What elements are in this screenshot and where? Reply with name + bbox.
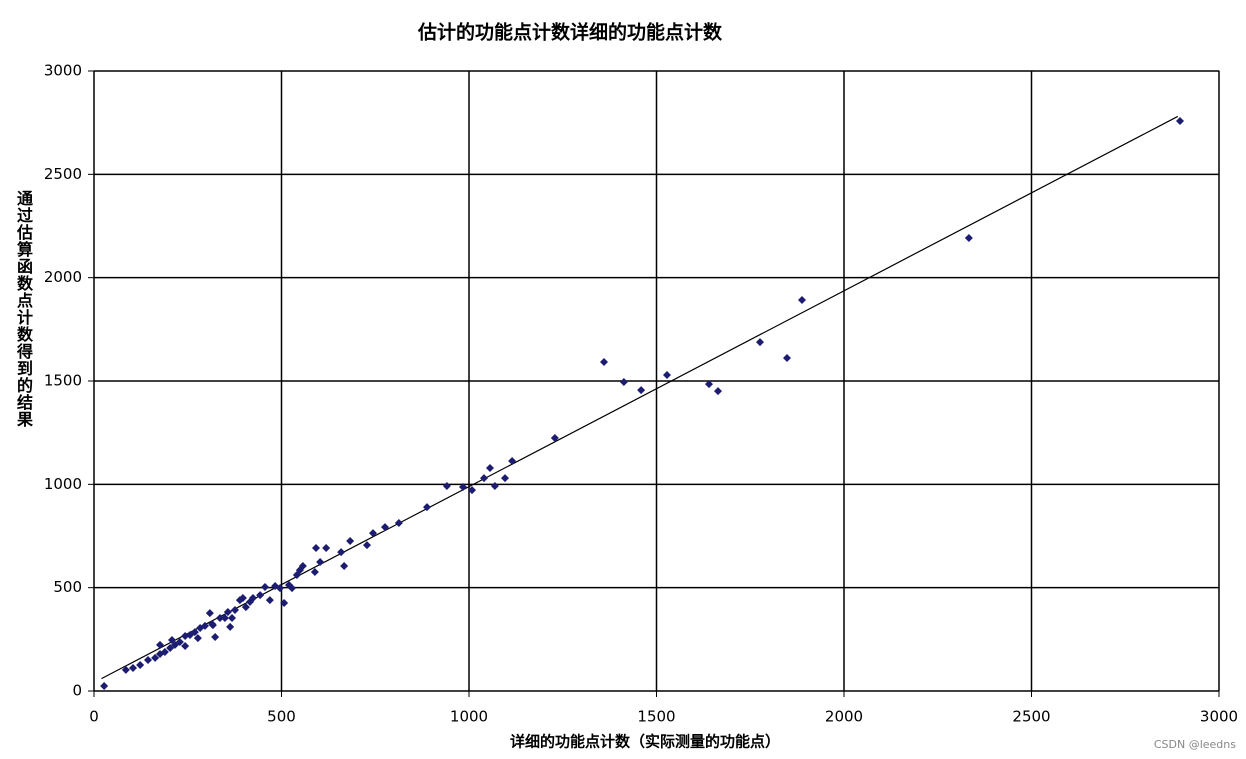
point xyxy=(121,665,130,674)
point xyxy=(600,357,608,366)
point xyxy=(337,548,346,557)
point xyxy=(193,634,202,643)
point xyxy=(459,483,467,492)
point xyxy=(468,486,476,495)
point xyxy=(619,378,628,387)
y-tick-label: 1000 xyxy=(44,475,82,493)
point xyxy=(442,481,451,490)
y-tick-label: 1500 xyxy=(44,372,82,390)
x-axis-label: 详细的功能点计数（实际测量的功能点） xyxy=(510,733,780,751)
point xyxy=(486,464,494,473)
y-tick-label: 3000 xyxy=(44,62,82,80)
point xyxy=(211,633,220,642)
x-tick-label: 3000 xyxy=(1200,708,1238,726)
point xyxy=(292,571,301,580)
point xyxy=(166,644,175,653)
point xyxy=(394,518,403,527)
point xyxy=(381,523,389,532)
point xyxy=(156,650,164,659)
point xyxy=(220,614,229,623)
point xyxy=(322,543,331,552)
point xyxy=(964,233,973,242)
point xyxy=(663,371,671,380)
point xyxy=(216,614,224,623)
point xyxy=(249,594,257,602)
x-tick-label: 0 xyxy=(89,708,99,726)
x-tick-label: 500 xyxy=(267,708,296,726)
point xyxy=(256,591,265,600)
point xyxy=(550,434,559,443)
y-axis-label: 通过估算函数点计数得到的结果 xyxy=(14,190,33,428)
point xyxy=(228,614,236,623)
watermark: CSDN @leedns xyxy=(1154,738,1236,751)
point xyxy=(288,584,296,593)
point xyxy=(156,640,164,649)
point xyxy=(316,558,325,567)
y-tick-label: 2500 xyxy=(44,165,82,183)
point xyxy=(196,623,205,632)
point xyxy=(271,582,280,591)
point xyxy=(298,561,307,570)
x-tick-label: 2000 xyxy=(825,708,863,726)
point xyxy=(129,664,137,673)
point xyxy=(423,503,431,512)
point xyxy=(100,682,109,691)
point xyxy=(238,594,247,602)
point xyxy=(261,583,269,592)
point xyxy=(280,598,289,607)
point xyxy=(705,380,713,389)
point xyxy=(501,474,509,483)
point xyxy=(181,632,190,641)
point xyxy=(205,609,214,618)
point xyxy=(151,653,160,662)
x-tick-label: 1500 xyxy=(637,708,675,726)
y-tick-label: 500 xyxy=(53,578,82,596)
x-tick-label: 2500 xyxy=(1012,708,1050,726)
point xyxy=(310,567,319,576)
point xyxy=(783,354,791,363)
point xyxy=(136,660,145,669)
point xyxy=(226,622,235,631)
point xyxy=(312,543,320,552)
point xyxy=(208,620,217,629)
point xyxy=(508,456,517,465)
point xyxy=(265,596,274,605)
point xyxy=(714,387,722,396)
point xyxy=(223,608,232,617)
point xyxy=(168,635,176,644)
point xyxy=(231,605,239,614)
y-tick-label: 2000 xyxy=(44,268,82,286)
point xyxy=(144,656,152,664)
point xyxy=(181,641,190,650)
point xyxy=(637,386,646,395)
point xyxy=(756,338,764,347)
point xyxy=(369,529,377,538)
point xyxy=(346,536,355,545)
x-tick-label: 1000 xyxy=(450,708,488,726)
point xyxy=(241,603,250,612)
point xyxy=(340,561,349,570)
chart-title: 估计的功能点计数详细的功能点计数 xyxy=(417,21,723,44)
point xyxy=(798,295,806,304)
trendline xyxy=(101,115,1179,680)
point xyxy=(480,474,488,483)
point xyxy=(490,481,499,490)
point xyxy=(1176,117,1184,126)
y-tick-label: 0 xyxy=(72,682,82,700)
point xyxy=(363,541,371,550)
